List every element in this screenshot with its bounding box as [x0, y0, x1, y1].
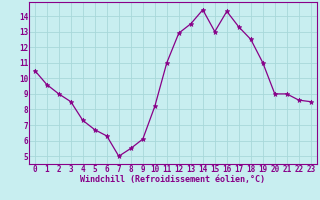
- X-axis label: Windchill (Refroidissement éolien,°C): Windchill (Refroidissement éolien,°C): [80, 175, 265, 184]
